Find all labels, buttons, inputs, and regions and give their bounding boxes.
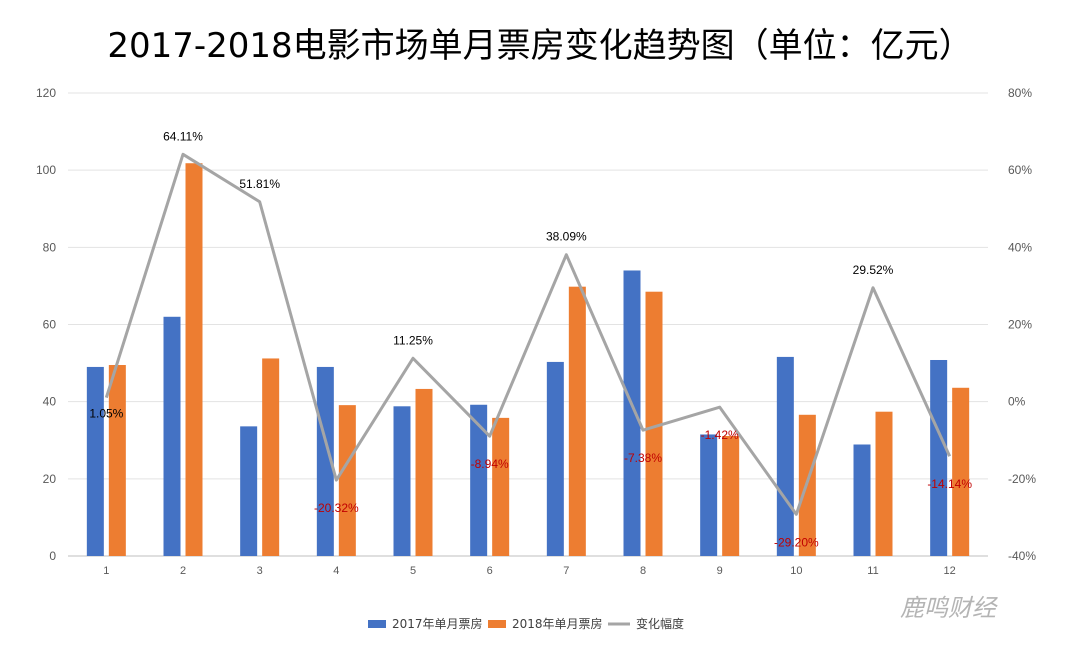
bar-2018 xyxy=(108,365,126,556)
bar-2017 xyxy=(930,359,948,556)
bar-2018 xyxy=(492,417,510,556)
y-right-tick-label: 80% xyxy=(1008,86,1032,100)
legend-label: 变化幅度 xyxy=(636,616,684,631)
y-right-tick-label: -40% xyxy=(1008,549,1036,563)
line-data-label: 64.11% xyxy=(163,129,203,143)
x-tick-label: 5 xyxy=(410,565,416,577)
bar-2017 xyxy=(86,366,104,556)
line-data-label: 51.81% xyxy=(239,177,280,191)
y-left-tick-label: 40 xyxy=(43,395,57,409)
bar-2018 xyxy=(645,291,663,556)
y-left-tick-label: 100 xyxy=(36,163,56,177)
y-left-tick-label: 20 xyxy=(43,472,57,486)
bar-2018 xyxy=(875,411,893,556)
line-data-label: 29.52% xyxy=(853,263,894,277)
bar-2017 xyxy=(546,361,564,556)
bar-2018 xyxy=(568,286,586,556)
bar-2018 xyxy=(185,163,203,556)
y-right-tick-label: 20% xyxy=(1008,318,1032,332)
line-data-label: -14.14% xyxy=(927,477,972,491)
y-left-tick-label: 60 xyxy=(43,318,57,332)
y-left-tick-label: 0 xyxy=(49,549,56,563)
line-data-label: 1.05% xyxy=(89,407,123,421)
x-tick-label: 8 xyxy=(640,565,646,577)
x-tick-label: 11 xyxy=(867,565,878,577)
line-data-label: 11.25% xyxy=(393,333,433,347)
legend-label: 2018年单月票房 xyxy=(512,616,603,631)
line-data-label: 38.09% xyxy=(546,230,587,244)
bar-2018 xyxy=(262,358,280,556)
line-data-label: -8.94% xyxy=(471,457,509,471)
bar-2017 xyxy=(700,434,718,556)
watermark: 鹿鸣财经 xyxy=(900,594,996,622)
legend-swatch xyxy=(488,620,506,628)
x-tick-label: 3 xyxy=(257,565,263,577)
x-tick-label: 10 xyxy=(790,565,802,577)
y-left-tick-label: 80 xyxy=(43,240,57,254)
change-line xyxy=(104,152,952,516)
bar-2017 xyxy=(163,316,181,556)
bar-2017 xyxy=(470,404,488,556)
x-tick-label: 9 xyxy=(717,565,723,577)
y-right-tick-label: 60% xyxy=(1008,163,1032,177)
y-left-tick-label: 120 xyxy=(36,86,56,100)
bar-2018 xyxy=(722,436,740,556)
bar-2017 xyxy=(393,406,411,556)
x-tick-label: 7 xyxy=(563,565,569,577)
x-tick-label: 1 xyxy=(103,565,109,577)
bar-2017 xyxy=(240,426,258,556)
line-data-label: -29.20% xyxy=(774,535,819,549)
x-tick-label: 2 xyxy=(180,565,186,577)
y-right-tick-label: 40% xyxy=(1008,240,1032,254)
bar-2017 xyxy=(316,366,334,556)
bar-2018 xyxy=(338,405,356,556)
x-tick-label: 12 xyxy=(944,565,956,577)
line-data-label: -7.38% xyxy=(624,451,662,465)
bar-2017 xyxy=(853,444,871,556)
legend-label: 2017年单月票房 xyxy=(392,616,483,631)
bar-2018 xyxy=(415,388,433,556)
bar-2018 xyxy=(952,387,970,556)
y-right-tick-label: 0% xyxy=(1008,395,1026,409)
line-data-label: -1.42% xyxy=(701,428,739,442)
line-data-label: -20.32% xyxy=(314,501,359,515)
chart-title: 2017-2018电影市场单月票房变化趋势图（单位：亿元） xyxy=(107,26,973,66)
bar-2017 xyxy=(623,270,641,556)
legend-swatch xyxy=(368,620,386,628)
bar-2017 xyxy=(776,356,794,556)
x-tick-label: 6 xyxy=(487,565,493,577)
y-right-tick-label: -20% xyxy=(1008,472,1036,486)
x-tick-label: 4 xyxy=(333,565,339,577)
